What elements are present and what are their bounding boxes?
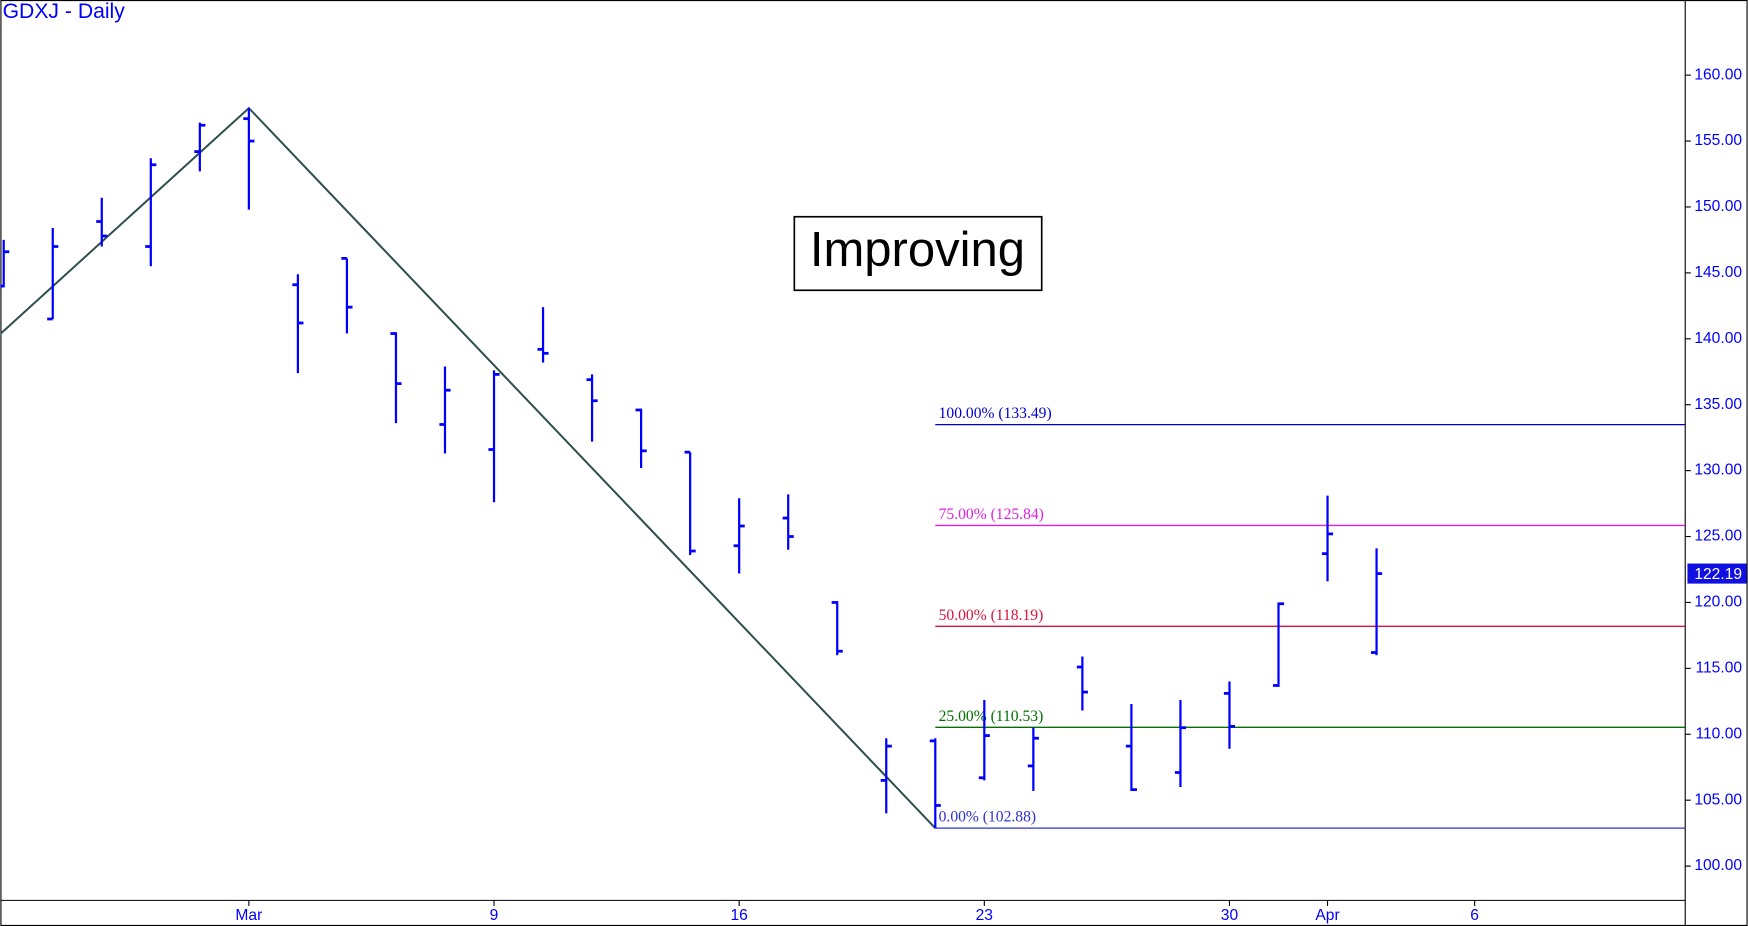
x-tick-label: Apr bbox=[1315, 907, 1339, 924]
x-tick-label: 6 bbox=[1470, 907, 1479, 924]
fib-label: 100.00% (133.49) bbox=[939, 405, 1052, 422]
y-tick-label: 120.00 bbox=[1694, 594, 1742, 611]
fib-label: 0.00% (102.88) bbox=[939, 809, 1036, 826]
y-tick-label: 105.00 bbox=[1694, 791, 1742, 808]
last-price-label: 122.19 bbox=[1694, 566, 1742, 583]
zigzag-line bbox=[3, 106, 937, 829]
axes: 100.00 105.00 110.00 115.00 120.00 125.00 130.… bbox=[235, 66, 1747, 924]
y-tick-label: 130.00 bbox=[1694, 462, 1742, 479]
y-tick-label: 150.00 bbox=[1694, 198, 1742, 215]
fib-label: 25.00% (110.53) bbox=[939, 708, 1044, 725]
y-tick-label: 115.00 bbox=[1696, 659, 1743, 676]
y-tick-label: 135.00 bbox=[1694, 396, 1742, 413]
fib-label: 75.00% (125.84) bbox=[939, 506, 1044, 523]
y-tick-label: 110.00 bbox=[1696, 725, 1743, 742]
annotation: Improving bbox=[810, 223, 1025, 277]
y-tick-label: 160.00 bbox=[1694, 66, 1742, 83]
y-tick-label: 100.00 bbox=[1694, 857, 1742, 874]
x-tick-label: Mar bbox=[235, 907, 262, 924]
y-tick-label: 145.00 bbox=[1694, 264, 1742, 281]
fib-label: 50.00% (118.19) bbox=[939, 607, 1044, 624]
y-tick-label: 155.00 bbox=[1694, 132, 1742, 149]
chart-title: GDXJ - Daily bbox=[3, 0, 126, 23]
plot-area: 100.00% (133.49) 75.00% (125.84) 50.00% (1… bbox=[0, 106, 1686, 829]
x-tick-label: 23 bbox=[976, 907, 993, 924]
annotation-box bbox=[793, 215, 1043, 292]
x-tick-label: 30 bbox=[1221, 907, 1239, 924]
y-tick-label: 140.00 bbox=[1694, 330, 1742, 347]
y-tick-label: 125.00 bbox=[1694, 528, 1742, 545]
x-tick-label: 16 bbox=[730, 907, 747, 924]
last-price-box bbox=[1687, 563, 1747, 584]
x-tick-label: 9 bbox=[490, 907, 499, 924]
